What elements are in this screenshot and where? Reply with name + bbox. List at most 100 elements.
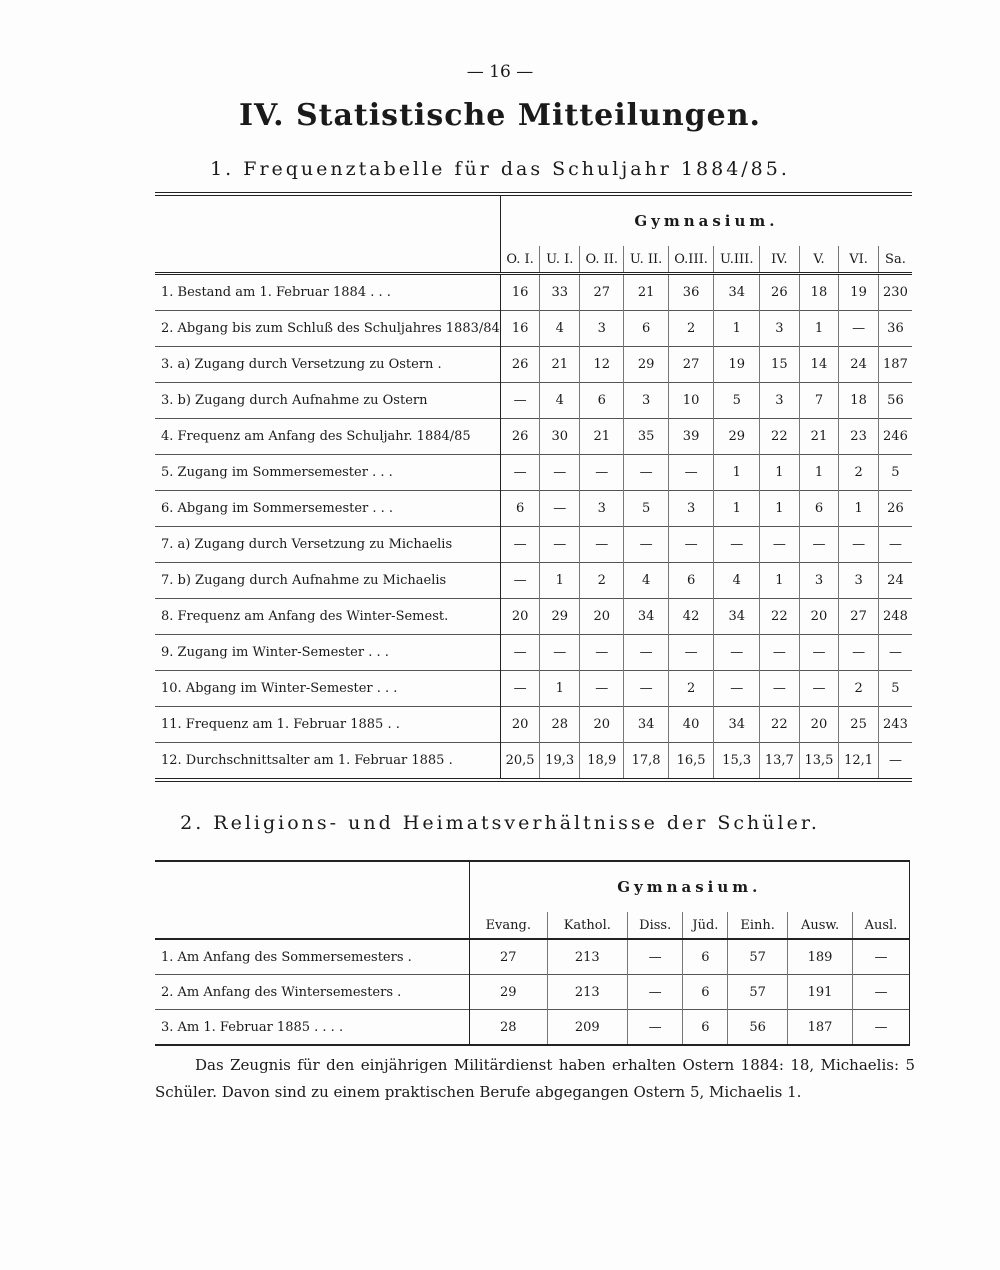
column-header: U. II.: [623, 246, 669, 274]
cell-value: 57: [727, 938, 788, 975]
cell-value: 22: [759, 598, 800, 635]
row-label: 2. Am Anfang des Wintersemesters .: [155, 974, 470, 1010]
cell-value: 27: [667, 346, 714, 383]
religion-table: Gymnasium. Evang. Kathol. Diss. Jüd. Einh. Aus…: [155, 860, 910, 1046]
cell-value: 2: [667, 310, 714, 347]
cell-value: —: [499, 634, 540, 671]
cell-value: 26: [499, 346, 540, 383]
cell-value: 35: [623, 418, 669, 455]
cell-value: —: [667, 526, 714, 563]
cell-value: 5: [877, 454, 912, 491]
cell-value: 18,9: [579, 742, 624, 780]
cell-value: —: [852, 974, 910, 1010]
cell-value: 18: [798, 272, 839, 311]
column-header: Diss.: [627, 912, 683, 939]
cell-value: 12: [579, 346, 624, 383]
cell-value: 39: [667, 418, 714, 455]
cell-value: 20: [579, 706, 624, 743]
cell-value: 1: [759, 454, 800, 491]
cell-value: 19: [713, 346, 760, 383]
cell-value: 19,3: [539, 742, 580, 780]
cell-value: 248: [877, 598, 912, 635]
column-header: U. I.: [539, 246, 580, 274]
cell-value: 2: [838, 454, 879, 491]
row-label: 4. Frequenz am Anfang des Schuljahr. 188…: [155, 418, 501, 455]
cell-value: —: [838, 310, 879, 347]
cell-value: 3: [667, 490, 714, 527]
cell-value: 1: [798, 310, 839, 347]
table-row: 3. a) Zugang durch Versetzung zu Ostern …: [155, 346, 912, 383]
cell-value: 56: [877, 382, 912, 419]
cell-value: —: [667, 634, 714, 671]
cell-value: —: [623, 526, 669, 563]
cell-value: 12,1: [838, 742, 879, 780]
table-row: 5. Zugang im Sommersemester . . . — — — — —1 1…: [155, 454, 912, 491]
cell-value: 40: [667, 706, 714, 743]
cell-value: —: [713, 634, 760, 671]
cell-value: —: [539, 490, 580, 527]
column-header: V.: [798, 246, 839, 274]
cell-value: 230: [877, 272, 912, 311]
cell-value: —: [759, 670, 800, 707]
cell-value: 30: [539, 418, 580, 455]
row-label: 3. a) Zugang durch Versetzung zu Ostern …: [155, 346, 501, 383]
cell-value: 1: [713, 490, 760, 527]
cell-value: —: [579, 670, 624, 707]
cell-value: 7: [798, 382, 839, 419]
cell-value: 3: [838, 562, 879, 599]
cell-value: 6: [798, 490, 839, 527]
row-label: 7. a) Zugang durch Versetzung zu Michael…: [155, 526, 501, 563]
table-row: 1. Am Anfang des Sommersemesters . 27 213—…: [155, 938, 910, 975]
cell-value: 6: [682, 1009, 728, 1045]
cell-value: 4: [713, 562, 760, 599]
table-row: 3. b) Zugang durch Aufnahme zu Ostern —4 6…: [155, 382, 912, 419]
cell-value: 21: [623, 272, 669, 311]
row-label: 8. Frequenz am Anfang des Winter-Semest.: [155, 598, 501, 635]
row-label: 12. Durchschnittsalter am 1. Februar 188…: [155, 742, 501, 780]
cell-value: 1: [759, 562, 800, 599]
cell-value: —: [539, 634, 580, 671]
column-header: Einh.: [727, 912, 788, 939]
cell-value: 1: [713, 310, 760, 347]
cell-value: —: [499, 526, 540, 563]
table-row: 2. Abgang bis zum Schluß des Schuljahres…: [155, 310, 912, 347]
cell-value: 20: [798, 598, 839, 635]
cell-value: 6: [667, 562, 714, 599]
row-label: 10. Abgang im Winter-Semester . . .: [155, 670, 501, 707]
column-header: Sa.: [877, 246, 912, 274]
cell-value: 243: [877, 706, 912, 743]
cell-value: 23: [838, 418, 879, 455]
cell-value: —: [627, 1009, 683, 1045]
table-row: 8. Frequenz am Anfang des Winter-Semest.…: [155, 598, 912, 635]
table-row: 11. Frequenz am 1. Februar 1885 . . 20 28 2…: [155, 706, 912, 743]
cell-value: 5: [713, 382, 760, 419]
cell-value: 1: [838, 490, 879, 527]
row-label: 1. Am Anfang des Sommersemesters .: [155, 938, 470, 975]
row-label: 3. Am 1. Februar 1885 . . . .: [155, 1009, 470, 1045]
cell-value: 14: [798, 346, 839, 383]
cell-value: 34: [713, 598, 760, 635]
row-label: 3. b) Zugang durch Aufnahme zu Ostern: [155, 382, 501, 419]
cell-value: 1: [713, 454, 760, 491]
column-header: Ausw.: [786, 912, 853, 939]
cell-value: —: [627, 938, 683, 975]
cell-value: 57: [727, 974, 788, 1010]
column-header: O. I.: [499, 246, 540, 274]
cell-value: —: [667, 454, 714, 491]
cell-value: —: [499, 562, 540, 599]
cell-value: 27: [838, 598, 879, 635]
cell-value: 34: [623, 598, 669, 635]
column-header: IV.: [759, 246, 800, 274]
cell-value: 187: [786, 1009, 853, 1045]
cell-value: 1: [539, 670, 580, 707]
cell-value: 187: [877, 346, 912, 383]
column-header: Evang.: [469, 912, 548, 939]
cell-value: 29: [539, 598, 580, 635]
header-blank: [155, 194, 501, 274]
cell-value: 34: [713, 706, 760, 743]
cell-value: 26: [877, 490, 912, 527]
cell-value: —: [579, 526, 624, 563]
cell-value: 4: [539, 382, 580, 419]
cell-value: 213: [546, 938, 628, 975]
